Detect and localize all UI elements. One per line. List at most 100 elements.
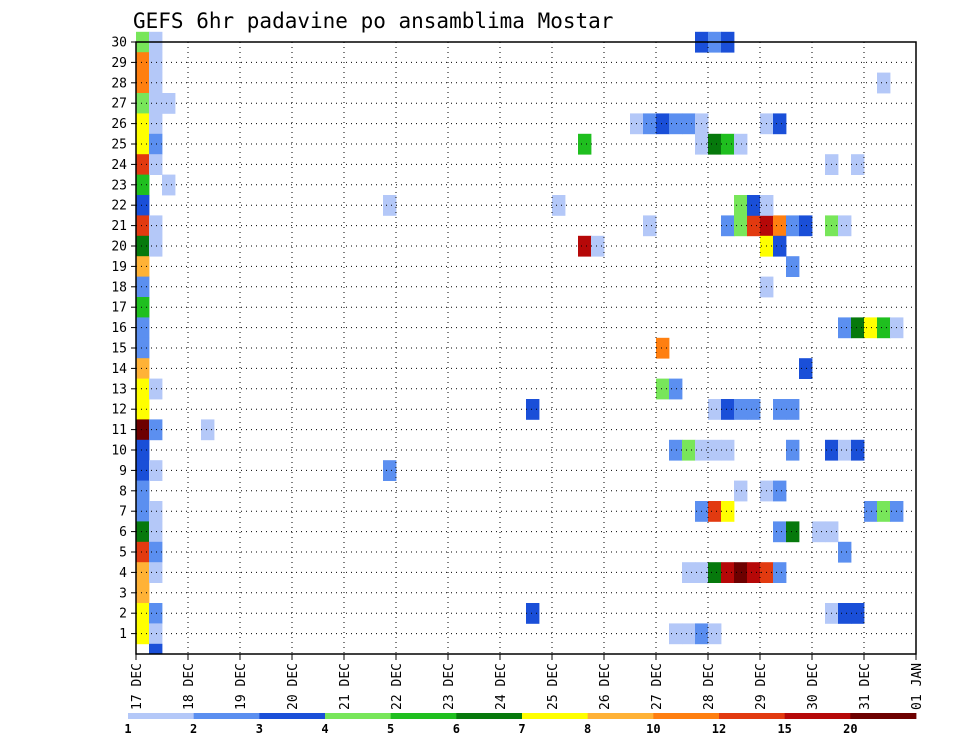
- legend-label: 8: [584, 722, 591, 736]
- legend-swatch: [193, 713, 260, 719]
- heatmap-cell: [682, 113, 696, 135]
- y-tick-label: 28: [111, 76, 127, 91]
- heatmap-cell: [383, 460, 397, 481]
- y-tick-label: 17: [111, 301, 127, 316]
- heatmap-cell: [149, 603, 163, 624]
- heatmap-cell: [773, 480, 787, 502]
- heatmap-cell: [136, 419, 150, 441]
- heatmap-cell: [877, 317, 891, 339]
- heatmap-cell: [149, 541, 163, 563]
- y-tick-label: 3: [119, 586, 127, 601]
- y-tick-label: 29: [111, 56, 127, 71]
- heatmap-cell: [721, 215, 735, 237]
- y-tick-label: 20: [111, 240, 127, 255]
- y-tick-label: 16: [111, 321, 127, 336]
- legend-swatch: [850, 713, 917, 719]
- heatmap-cell: [851, 603, 865, 624]
- y-tick-label: 14: [111, 362, 127, 377]
- legend-label: 10: [646, 722, 660, 736]
- heatmap-cell: [201, 419, 215, 441]
- x-tick-label: 25 DEC: [546, 663, 561, 710]
- heatmap-cell: [747, 215, 761, 237]
- legend-label: 6: [453, 722, 460, 736]
- heatmap-cell: [591, 235, 605, 257]
- y-tick-label: 12: [111, 403, 127, 418]
- legend-label: 12: [712, 722, 726, 736]
- y-tick-label: 22: [111, 199, 127, 214]
- x-tick-label: 20 DEC: [286, 663, 301, 710]
- heatmap-cell: [734, 562, 748, 583]
- heatmap-cell: [708, 501, 722, 522]
- heatmap-cell: [838, 317, 852, 339]
- heatmap-cell: [669, 623, 683, 645]
- heatmap-cell: [149, 521, 163, 543]
- heatmap-cell: [578, 133, 592, 155]
- y-tick-label: 9: [119, 464, 127, 479]
- heatmap-cell: [734, 215, 748, 237]
- heatmap-cell: [136, 541, 150, 563]
- heatmap-cell: [149, 133, 163, 155]
- heatmap-cell: [656, 113, 670, 135]
- x-tick-label: 21 DEC: [338, 663, 353, 710]
- x-tick-label: 19 DEC: [234, 663, 249, 710]
- heatmap-cell: [734, 195, 748, 216]
- y-tick-label: 4: [119, 566, 127, 581]
- legend-swatch: [259, 713, 326, 719]
- y-tick-label: 10: [111, 444, 127, 459]
- heatmap-cell: [747, 399, 761, 420]
- y-tick-label: 26: [111, 117, 127, 132]
- heatmap-cell: [773, 562, 787, 583]
- heatmap-cell: [812, 521, 826, 543]
- heatmap-cell: [734, 133, 748, 155]
- y-tick-label: 21: [111, 219, 127, 234]
- x-tick-label: 22 DEC: [390, 663, 405, 710]
- heatmap-cell: [708, 623, 722, 645]
- heatmap-cell: [149, 419, 163, 441]
- heatmap-cell: [773, 399, 787, 420]
- y-tick-label: 30: [111, 36, 127, 51]
- heatmap-cell: [149, 52, 163, 73]
- heatmap-cell: [136, 399, 150, 420]
- x-tick-label: 23 DEC: [442, 663, 457, 710]
- x-tick-label: 27 DEC: [650, 663, 665, 710]
- grid-lines: [136, 41, 916, 654]
- heatmap-cell: [149, 154, 163, 175]
- legend-swatch: [784, 713, 851, 719]
- legend-swatch: [522, 713, 589, 719]
- x-tick-label: 17 DEC: [130, 663, 145, 710]
- heatmap-cell: [864, 317, 878, 339]
- heatmap-cell: [669, 439, 683, 461]
- heatmap-cell: [136, 501, 150, 522]
- heatmap-cell: [136, 256, 150, 277]
- legend-label: 1: [124, 722, 131, 736]
- heatmap-cell: [786, 215, 800, 237]
- heatmap-cell: [747, 562, 761, 583]
- heatmap-cell: [838, 215, 852, 237]
- y-tick-label: 6: [119, 525, 127, 540]
- heatmap-cell: [136, 154, 150, 175]
- y-axis-ticks: 1234567891011121314151617181920212223242…: [111, 36, 136, 642]
- legend-swatch: [653, 713, 720, 719]
- heatmap-cell: [734, 399, 748, 420]
- heatmap-cell: [136, 195, 150, 216]
- heatmap-cell: [747, 195, 761, 216]
- heatmap-cell: [773, 235, 787, 257]
- heatmap-cell: [136, 276, 150, 298]
- heatmap-cell: [682, 439, 696, 461]
- heatmap-cell: [136, 460, 150, 481]
- heatmap-cell: [136, 235, 150, 257]
- y-tick-label: 23: [111, 178, 127, 193]
- heatmap-cell: [136, 113, 150, 135]
- heatmap-cell: [149, 562, 163, 583]
- heatmap-cell: [851, 317, 865, 339]
- x-tick-label: 18 DEC: [182, 663, 197, 710]
- legend-label: 15: [777, 722, 791, 736]
- legend-swatch: [456, 713, 523, 719]
- legend-swatch: [390, 713, 457, 719]
- heatmap-cell: [682, 562, 696, 583]
- chart-title: GEFS 6hr padavine po ansamblima Mostar: [133, 9, 613, 33]
- heatmap-cell: [838, 603, 852, 624]
- heatmap-cell: [877, 501, 891, 522]
